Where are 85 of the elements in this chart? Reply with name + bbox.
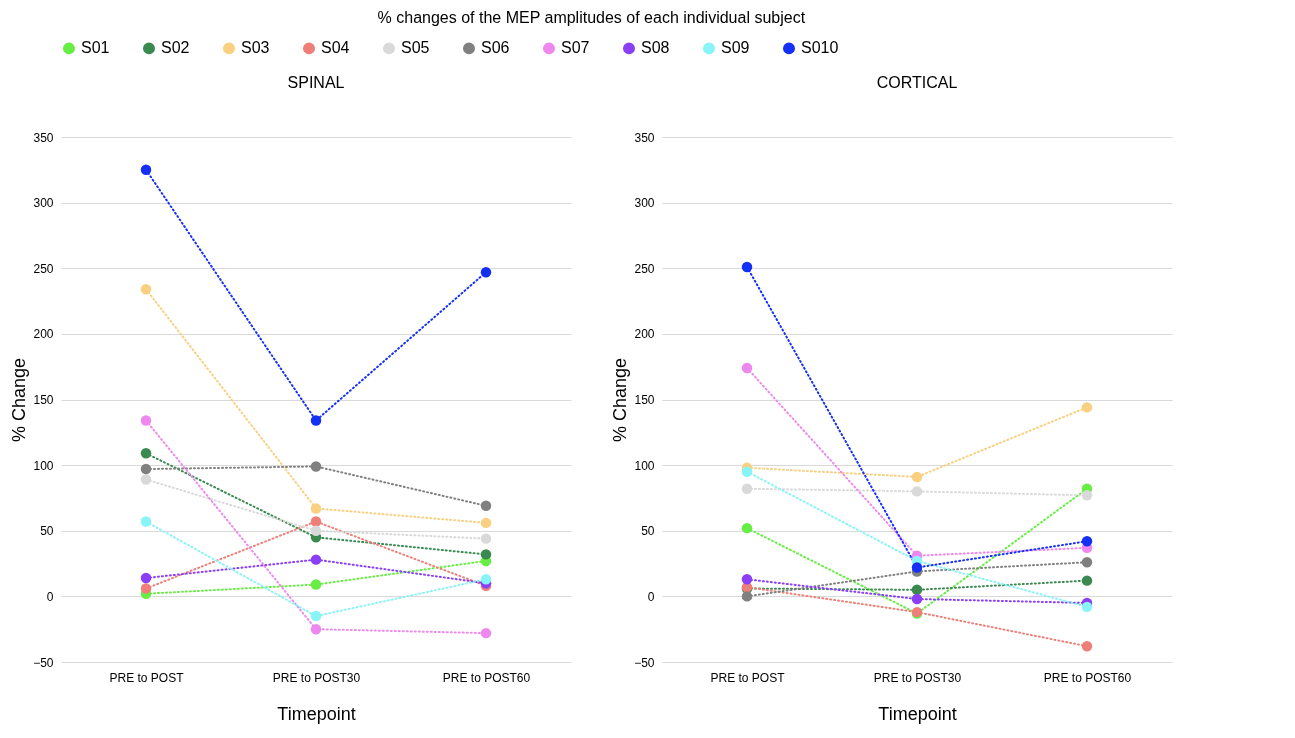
legend-label: S03: [241, 39, 270, 57]
point: [911, 593, 923, 605]
y-tick-label: 50: [40, 524, 54, 539]
legend-label: S02: [161, 39, 190, 57]
point: [140, 164, 152, 176]
text: % changes of the MEP amplitudes of each individual subject: [377, 9, 806, 26]
y-tick-label: 100: [634, 458, 655, 473]
point: [310, 579, 322, 590]
y-axis-title: % Change: [9, 357, 30, 443]
legend-label: S01: [81, 39, 110, 57]
x-tick-label: PRE to POST30: [272, 670, 361, 685]
point: [140, 516, 152, 527]
y-axis-title: % Change: [610, 357, 631, 443]
point: [140, 415, 152, 426]
point: [480, 266, 492, 278]
legend-label: S05: [401, 39, 430, 57]
point: [480, 533, 492, 544]
point: [310, 503, 322, 514]
point: [310, 554, 322, 565]
point: [911, 486, 923, 497]
x-tick-label: PRE to POST: [710, 670, 786, 685]
x-tick-label: PRE to POST60: [442, 670, 531, 685]
legend-label: S09: [721, 39, 750, 57]
point: [140, 572, 152, 584]
x-tick-label: PRE to POST60: [1043, 670, 1132, 685]
chart-title: CORTICAL: [876, 74, 958, 91]
point: [741, 574, 753, 585]
point: [310, 610, 322, 622]
legend-label: S010: [801, 39, 839, 57]
x-tick-label: PRE to POST: [109, 670, 185, 685]
point: [1081, 557, 1093, 568]
point: [741, 261, 753, 273]
y-tick-label: 0: [647, 589, 655, 604]
y-tick-label: 150: [634, 393, 655, 407]
point: [140, 583, 152, 594]
point: [310, 415, 322, 426]
x-axis-title: Timepoint: [277, 703, 356, 724]
point: [741, 483, 753, 494]
y-tick-label: −50: [33, 655, 54, 670]
point: [310, 516, 322, 527]
point: [310, 623, 322, 635]
point: [741, 591, 753, 602]
point: [1081, 601, 1093, 613]
x-axis-title: Timepoint: [878, 703, 957, 724]
legend-label: S07: [561, 39, 590, 57]
point: [1081, 490, 1093, 501]
point: [140, 448, 152, 459]
chart-title: SPINAL: [287, 74, 345, 91]
y-tick-label: 350: [634, 130, 655, 145]
y-tick-label: 200: [634, 327, 655, 342]
point: [480, 500, 492, 512]
legend-label: S06: [481, 39, 510, 57]
point: [1081, 575, 1093, 586]
y-tick-label: 250: [33, 261, 54, 276]
point: [1081, 641, 1093, 652]
legend-label: S04: [321, 39, 350, 57]
legend-label: S08: [641, 39, 670, 57]
x-tick-label: PRE to POST30: [873, 670, 962, 685]
point: [480, 549, 492, 560]
point: [480, 517, 492, 529]
point: [310, 525, 322, 536]
point: [741, 362, 753, 374]
point: [310, 461, 322, 472]
y-tick-label: 150: [33, 393, 54, 407]
point: [1081, 402, 1093, 413]
point: [480, 574, 492, 585]
point: [741, 522, 753, 534]
y-tick-label: 100: [33, 458, 54, 473]
y-tick-label: −50: [634, 655, 655, 670]
point: [1081, 536, 1093, 547]
point: [140, 284, 152, 295]
y-tick-label: 200: [33, 327, 54, 342]
y-tick-label: 350: [33, 130, 54, 145]
y-tick-label: 300: [33, 196, 54, 211]
point: [911, 562, 923, 573]
point: [140, 463, 152, 475]
y-tick-label: 50: [641, 524, 655, 539]
point: [911, 471, 923, 483]
point: [911, 584, 923, 596]
y-tick-label: 0: [46, 589, 54, 604]
point: [140, 474, 152, 485]
y-tick-label: 250: [634, 261, 655, 276]
y-tick-label: 300: [634, 196, 655, 211]
point: [480, 627, 492, 639]
point: [741, 466, 753, 477]
